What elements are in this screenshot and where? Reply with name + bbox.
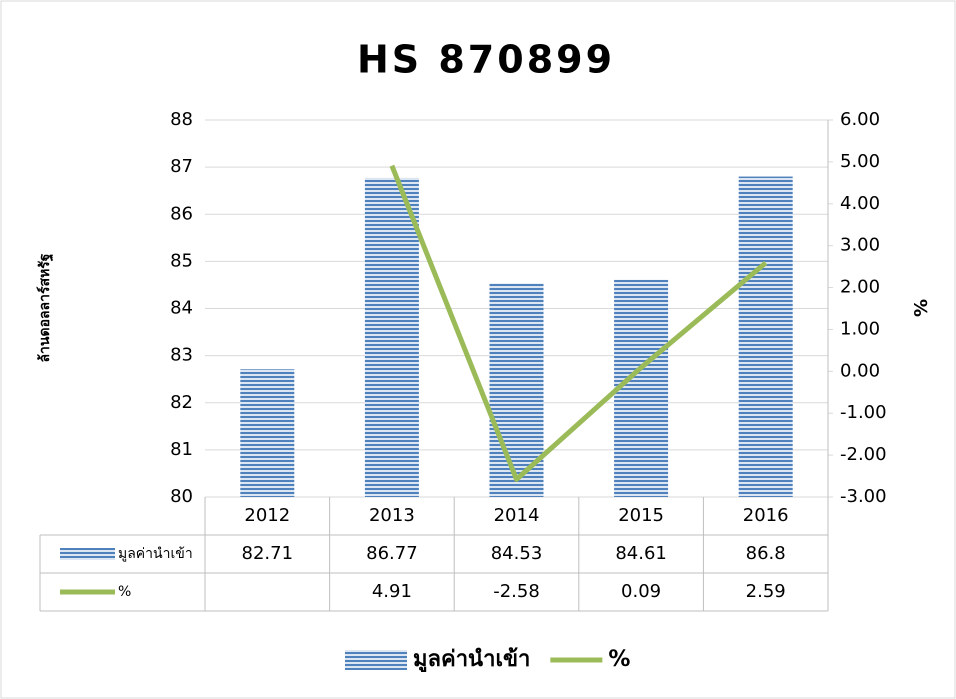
y-tick-label: 80 <box>170 486 193 507</box>
y2-tick-label: 1.00 <box>840 318 880 339</box>
table-cell: 4.91 <box>372 581 412 602</box>
y-tick-label: 86 <box>170 203 193 224</box>
legend-label: มูลค่านำเข้า <box>413 647 530 673</box>
table-cell: 82.71 <box>242 543 294 564</box>
legend-label: % <box>608 647 630 672</box>
y2-tick-label: 5.00 <box>840 151 880 172</box>
x-tick-label: 2016 <box>743 505 789 526</box>
x-tick-label: 2012 <box>244 505 290 526</box>
table-key <box>60 548 115 560</box>
y-tick-label: 83 <box>170 345 193 366</box>
y-tick-label: 84 <box>170 298 193 319</box>
y2-tick-label: 3.00 <box>840 235 880 256</box>
table-row-label: มูลค่านำเข้า <box>118 546 193 562</box>
y2-tick-label: -3.00 <box>840 486 887 507</box>
y2-tick-label: 0.00 <box>840 360 880 381</box>
y2-tick-label: 6.00 <box>840 109 880 130</box>
y-tick-label: 87 <box>170 156 193 177</box>
y2-tick-label: -2.00 <box>840 444 887 465</box>
table-cell: -2.58 <box>493 581 540 602</box>
x-tick-label: 2013 <box>369 505 415 526</box>
x-tick-label: 2014 <box>494 505 540 526</box>
y-tick-label: 88 <box>170 109 193 130</box>
y2-tick-label: 2.00 <box>840 277 880 298</box>
bar <box>240 369 295 497</box>
bar <box>364 177 419 497</box>
y-tick-label: 81 <box>170 439 193 460</box>
y-tick-label: 82 <box>170 392 193 413</box>
table-cell: 84.53 <box>491 543 543 564</box>
chart-title: HS 870899 <box>357 38 615 82</box>
y-axis-label: ล้านดอลลาร์สหรัฐ <box>36 253 54 362</box>
table-cell: 2.59 <box>746 581 786 602</box>
line <box>389 164 768 482</box>
table-cell: 86.77 <box>366 543 418 564</box>
bar <box>614 279 669 497</box>
y2-tick-label: 4.00 <box>840 193 880 214</box>
bar <box>738 176 793 498</box>
y2-axis-label: % <box>911 299 932 317</box>
table-cell: 0.09 <box>621 581 661 602</box>
y-tick-label: 85 <box>170 250 193 271</box>
table-cell: 84.61 <box>615 543 667 564</box>
x-tick-label: 2015 <box>618 505 664 526</box>
legend-key <box>345 650 407 670</box>
y2-tick-label: -1.00 <box>840 402 887 423</box>
table-cell: 86.8 <box>746 543 786 564</box>
table-row-label: % <box>118 584 131 600</box>
